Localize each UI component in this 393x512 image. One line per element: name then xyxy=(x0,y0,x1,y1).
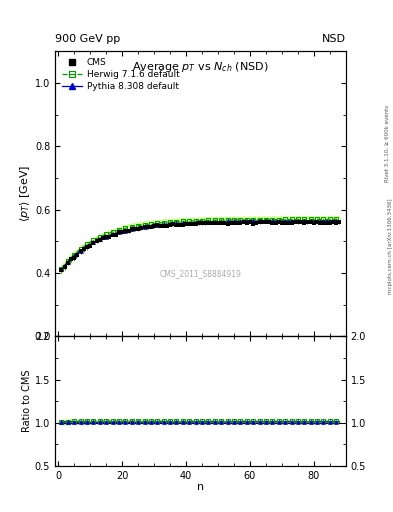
X-axis label: n: n xyxy=(197,482,204,492)
Y-axis label: Ratio to CMS: Ratio to CMS xyxy=(22,370,32,432)
Y-axis label: $\langle p_T \rangle$ [GeV]: $\langle p_T \rangle$ [GeV] xyxy=(18,165,32,222)
Text: Average $p_T$ vs $N_{ch}$ (NSD): Average $p_T$ vs $N_{ch}$ (NSD) xyxy=(132,60,269,74)
Text: mcplots.cern.ch [arXiv:1306.3436]: mcplots.cern.ch [arXiv:1306.3436] xyxy=(387,198,393,293)
Text: CMS_2011_S8884919: CMS_2011_S8884919 xyxy=(160,269,241,278)
Text: Rivet 3.1.10, ≥ 600k events: Rivet 3.1.10, ≥ 600k events xyxy=(385,105,390,182)
Text: 900 GeV pp: 900 GeV pp xyxy=(55,33,120,44)
Text: NSD: NSD xyxy=(322,33,346,44)
Legend: CMS, Herwig 7.1.6 default, Pythia 8.308 default: CMS, Herwig 7.1.6 default, Pythia 8.308 … xyxy=(59,56,182,94)
